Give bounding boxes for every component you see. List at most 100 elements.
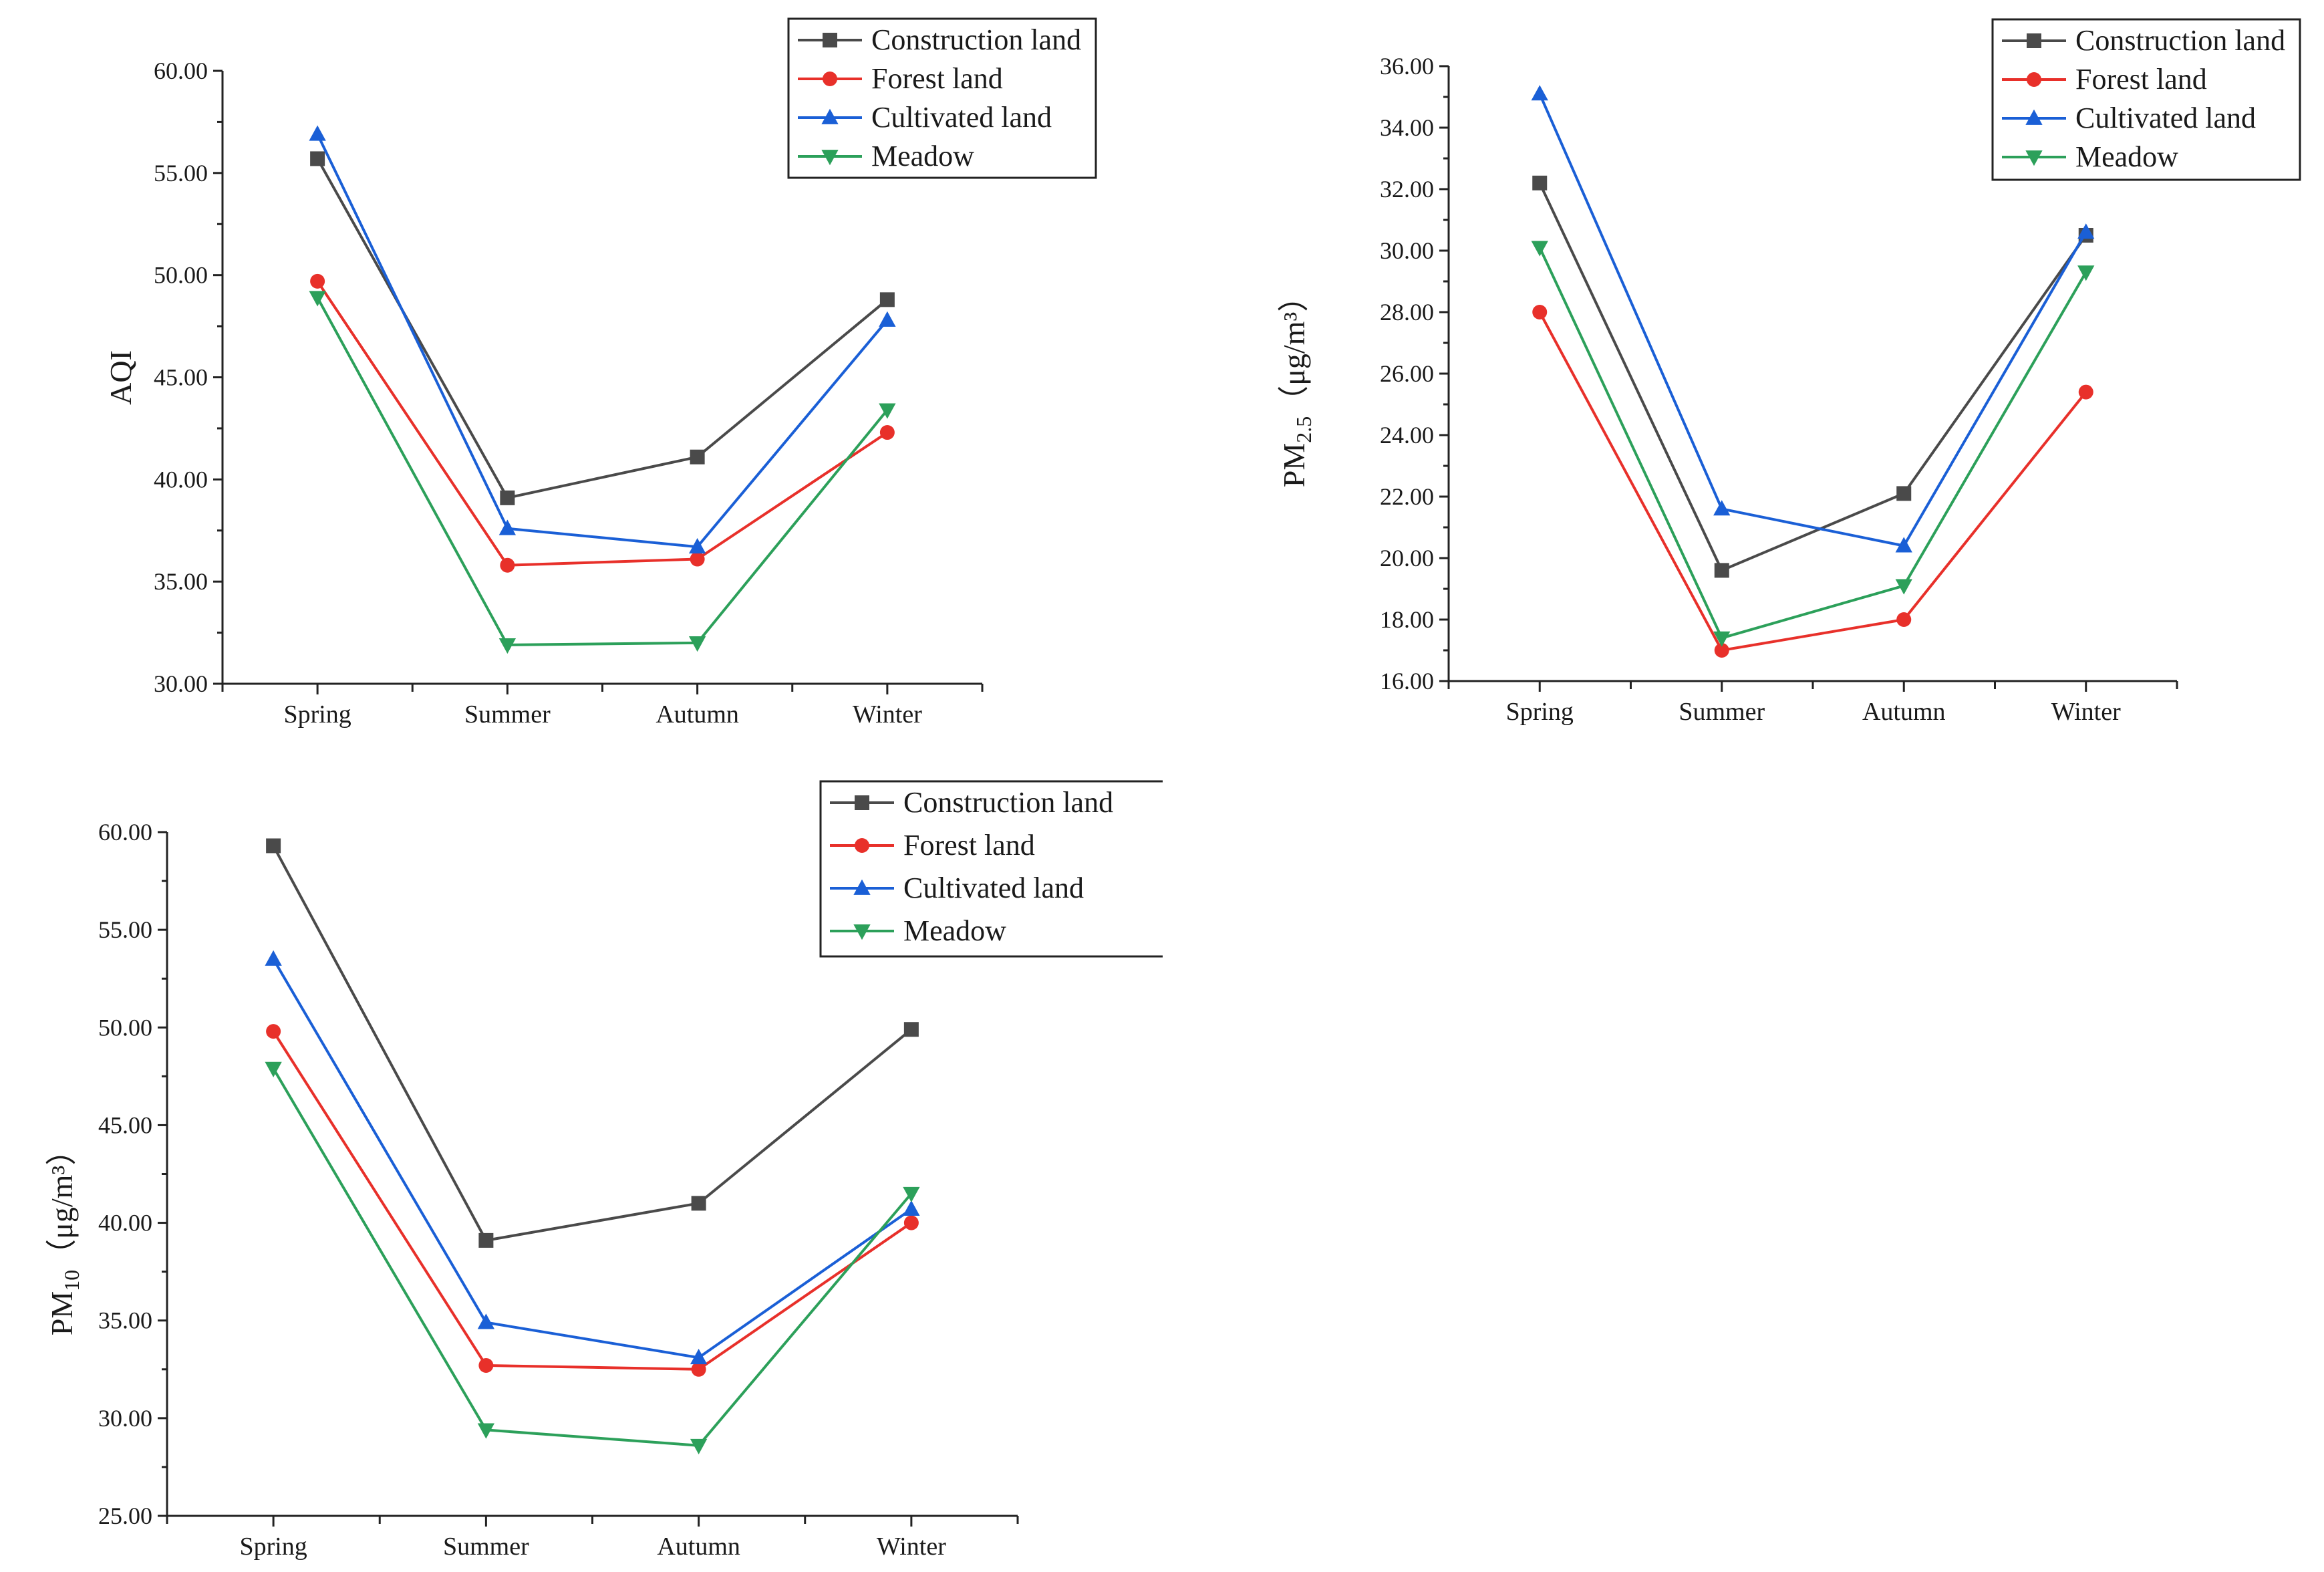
legend-marker (823, 33, 837, 47)
legend-label: Construction land (2075, 24, 2285, 57)
pm25-xticks: Spring Summer Autumn Winter (1447, 681, 2178, 726)
y-tick-label: 24.00 (1380, 422, 1434, 448)
pm10-data-point (903, 1200, 920, 1216)
pm25-data-point (1531, 241, 1548, 257)
y-tick-label: 28.00 (1380, 299, 1434, 325)
pm10-y-axis-label: PM10（μg/m³） (45, 1135, 84, 1336)
pm25-data-point (2078, 384, 2093, 400)
y-tick-label: 30.00 (154, 670, 208, 697)
aqi-series-line-3 (316, 297, 889, 646)
x-tick-label: Spring (1506, 698, 1574, 726)
aqi-y-axis-label: AQI (104, 350, 138, 405)
legend-label: Meadow (903, 914, 1006, 947)
y-tick-label: 55.00 (154, 160, 208, 186)
pm25-yticks: 16.00 18.00 20.00 22.00 24.00 26.00 28.00 30.00… (1380, 53, 1449, 694)
y-tick-label: 36.00 (1380, 53, 1434, 80)
x-tick-label: Autumn (657, 1533, 740, 1561)
legend-marker (2027, 72, 2041, 87)
pm25-ylabel-sub: 2.5 (1292, 416, 1316, 443)
aqi-data-point (498, 519, 517, 535)
pm10-data-point (477, 1423, 495, 1439)
aqi-series-line-2 (316, 133, 889, 549)
x-tick-label: Summer (1679, 698, 1765, 726)
aqi-data-point (309, 291, 326, 307)
legend-marker (853, 879, 871, 895)
pm10-series-line-3 (272, 1067, 913, 1447)
pm10-ylabel-main: PM (45, 1291, 79, 1335)
pm10-data-point (691, 1361, 706, 1377)
legend-label: Forest land (903, 829, 1035, 862)
pm10-data-point (265, 1061, 282, 1077)
y-tick-label: 25.00 (98, 1502, 152, 1529)
aqi-data-point (879, 403, 896, 419)
pm25-data-point (1713, 631, 1731, 647)
pm25-data-point (1531, 85, 1548, 101)
pm25-ylabel-main: PM (1277, 443, 1311, 487)
aqi-data-point (310, 273, 325, 289)
aqi-legend-box (787, 17, 1097, 179)
x-tick-label: Autumn (1862, 698, 1946, 726)
pm25-data-point (1532, 305, 1548, 319)
x-tick-label: Summer (443, 1533, 529, 1561)
legend-label: Construction land (871, 23, 1081, 56)
legend-marker (2025, 150, 2043, 166)
pm25-data-point (2077, 223, 2095, 239)
pm10-data-point (478, 1357, 494, 1373)
pm25-legend-box (1991, 18, 2301, 181)
y-tick-label: 22.00 (1380, 483, 1434, 510)
pm25-data-point (2077, 265, 2095, 281)
aqi-data-point (690, 449, 705, 465)
legend-marker (2025, 109, 2043, 125)
legend-label: Meadow (2075, 140, 2178, 173)
aqi-series-line-1 (316, 280, 888, 567)
aqi-series (309, 125, 896, 654)
y-tick-label: 30.00 (1380, 237, 1434, 264)
pm10-data-point (690, 1438, 708, 1454)
aqi-data-point (690, 551, 705, 567)
aqi-chart: 30.00 35.00 40.00 45.00 50.00 55.00 60.00 Spri… (104, 17, 1097, 729)
aqi-data-point (879, 292, 895, 307)
pm10-data-point (265, 950, 282, 966)
pm25-series-line-2 (1538, 93, 2087, 547)
aqi-xticks: Spring Summer Autumn Winter (221, 684, 984, 729)
pm10-data-point (266, 838, 281, 854)
pm10-xticks: Spring Summer Autumn Winter (166, 1516, 1019, 1561)
x-tick-label: Winter (853, 700, 922, 729)
aqi-data-point (688, 538, 706, 554)
pm10-yticks: 25.00 30.00 35.00 40.00 45.00 50.00 55.00 60.00 (98, 819, 167, 1529)
pm10-legend-box (819, 780, 1163, 958)
pm10-data-point (478, 1232, 494, 1248)
pm25-series-line-3 (1538, 247, 2087, 640)
legend-label: Cultivated land (871, 101, 1052, 134)
y-tick-label: 26.00 (1380, 360, 1434, 387)
x-tick-label: Autumn (656, 700, 739, 729)
legend-marker (821, 108, 839, 124)
legend-label: Construction land (903, 786, 1113, 819)
aqi-yticks: 30.00 35.00 40.00 45.00 50.00 55.00 60.00 (154, 57, 223, 697)
aqi-legend: Construction land Forest land Cultivated l… (787, 17, 1097, 179)
pm25-data-point (1713, 500, 1731, 516)
x-tick-label: Summer (464, 700, 551, 729)
y-tick-label: 35.00 (98, 1307, 152, 1334)
pm25-legend: Construction land Forest land Cultivated l… (1991, 18, 2301, 181)
pm25-series-line-1 (1538, 311, 2087, 652)
pm10-data-point (266, 1024, 281, 1039)
pm10-data-point (903, 1186, 920, 1202)
pm10-series (265, 838, 920, 1454)
legend-marker (855, 838, 869, 853)
y-tick-label: 40.00 (154, 466, 208, 493)
legend-marker (823, 72, 837, 86)
y-tick-label: 55.00 (98, 916, 152, 943)
y-tick-label: 50.00 (98, 1014, 152, 1041)
aqi-data-point (498, 638, 517, 654)
y-tick-label: 34.00 (1380, 114, 1434, 141)
y-tick-label: 20.00 (1380, 545, 1434, 571)
y-tick-label: 50.00 (154, 262, 208, 289)
aqi-data-point (879, 311, 896, 327)
pm25-data-point (1895, 579, 1912, 595)
pm25-data-point (1714, 643, 1729, 658)
y-tick-label: 30.00 (98, 1405, 152, 1432)
pm10-data-point (477, 1313, 495, 1329)
y-tick-label: 60.00 (98, 819, 152, 845)
pm10-legend: Construction land Forest land Cultivated l… (819, 780, 1163, 958)
